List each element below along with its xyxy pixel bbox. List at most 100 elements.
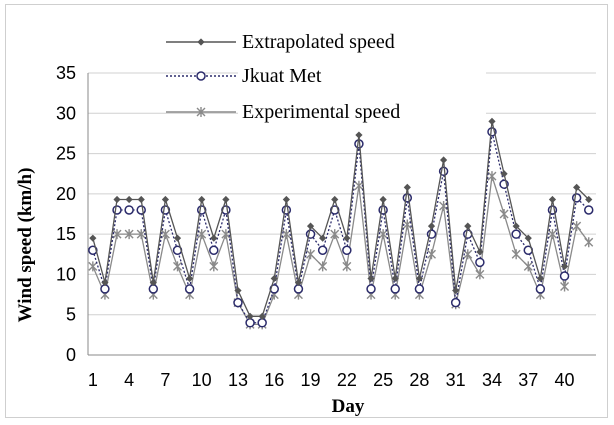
y-axis-label: Wind speed (km/h) <box>15 168 36 323</box>
data-point <box>450 297 461 308</box>
y-tick-label: 10 <box>56 264 76 284</box>
data-point <box>136 205 146 215</box>
data-point <box>560 281 570 292</box>
data-point <box>209 261 219 272</box>
y-tick-label: 20 <box>56 184 76 204</box>
series <box>88 127 594 328</box>
data-point <box>161 195 170 204</box>
series <box>88 171 594 330</box>
data-point <box>306 222 315 230</box>
legend-bg <box>238 62 486 84</box>
y-tick-label: 25 <box>56 144 76 164</box>
data-point <box>463 249 473 260</box>
legend-label: Extrapolated speed <box>242 31 395 53</box>
data-point <box>149 278 157 287</box>
data-point <box>112 229 122 240</box>
data-point <box>89 234 97 242</box>
data-point <box>390 284 400 294</box>
data-point <box>354 180 364 191</box>
data-point <box>270 274 278 283</box>
data-point <box>196 71 206 81</box>
data-point <box>512 222 520 230</box>
data-point <box>282 195 290 204</box>
x-tick-label: 4 <box>124 370 134 390</box>
x-tick-label: 22 <box>337 370 357 390</box>
data-point <box>124 205 134 215</box>
data-point <box>403 183 411 192</box>
data-point <box>378 229 388 240</box>
data-point <box>535 284 546 294</box>
data-point <box>367 274 375 283</box>
data-point <box>415 274 424 283</box>
data-point <box>125 195 133 204</box>
data-point <box>487 171 497 182</box>
data-point <box>475 269 485 280</box>
data-point <box>293 284 304 294</box>
data-point <box>366 284 376 294</box>
x-tick-label: 13 <box>228 370 248 390</box>
data-point <box>414 284 425 294</box>
x-tick-label: 31 <box>446 370 466 390</box>
x-axis-label: Day <box>332 396 365 417</box>
data-point <box>198 195 206 204</box>
x-tick-labels: 1 4 7 10 13 16 19 22 25 28 31 34 37 40 <box>88 370 575 390</box>
data-point <box>342 261 352 272</box>
data-point <box>572 221 582 232</box>
data-point <box>197 38 205 46</box>
data-point <box>524 234 532 242</box>
data-point <box>136 229 146 240</box>
data-point <box>391 274 399 283</box>
data-point <box>548 195 557 204</box>
data-point <box>246 312 254 320</box>
data-point <box>306 249 316 260</box>
data-point <box>355 131 363 139</box>
x-tick-label: 1 <box>88 370 98 390</box>
data-point <box>101 278 109 287</box>
data-point <box>500 170 508 178</box>
y-tick-label: 35 <box>56 63 76 83</box>
data-point <box>233 297 243 308</box>
data-point <box>585 195 593 204</box>
data-point <box>113 195 121 204</box>
data-point <box>331 195 339 204</box>
y-tick-label: 0 <box>66 345 76 365</box>
data-point <box>317 245 328 256</box>
data-point <box>584 237 594 248</box>
data-point <box>319 234 327 242</box>
data-point <box>209 245 219 256</box>
legend-entry: Jkuat Met <box>166 62 486 87</box>
data-point <box>379 195 387 204</box>
data-point <box>511 249 521 260</box>
data-point <box>281 205 292 215</box>
data-point <box>88 261 98 272</box>
data-point <box>559 271 570 281</box>
data-point <box>427 222 436 230</box>
data-point <box>186 274 194 283</box>
x-tick-label: 10 <box>192 370 212 390</box>
x-tick-label: 28 <box>409 370 429 390</box>
data-point <box>476 248 484 256</box>
y-tick-label: 30 <box>56 103 76 123</box>
series-line <box>92 121 590 317</box>
legend-bg <box>238 28 486 50</box>
y-tick-label: 5 <box>66 305 76 325</box>
data-point <box>402 193 413 203</box>
data-point <box>464 222 472 230</box>
x-tick-label: 34 <box>482 370 502 390</box>
legend-label: Jkuat Met <box>242 65 322 87</box>
y-tick-label: 15 <box>56 224 76 244</box>
data-point <box>511 229 521 239</box>
data-point <box>160 229 170 240</box>
x-tick-label: 19 <box>301 370 321 390</box>
x-tick-label: 16 <box>264 370 284 390</box>
data-point <box>137 195 145 204</box>
legend-entry: Experimental speed <box>166 98 486 123</box>
data-point <box>440 156 448 164</box>
x-tick-label: 25 <box>373 370 393 390</box>
data-point <box>318 261 328 272</box>
data-point <box>100 284 110 294</box>
series-line <box>92 175 590 326</box>
data-point <box>488 117 496 125</box>
data-point <box>452 286 460 295</box>
